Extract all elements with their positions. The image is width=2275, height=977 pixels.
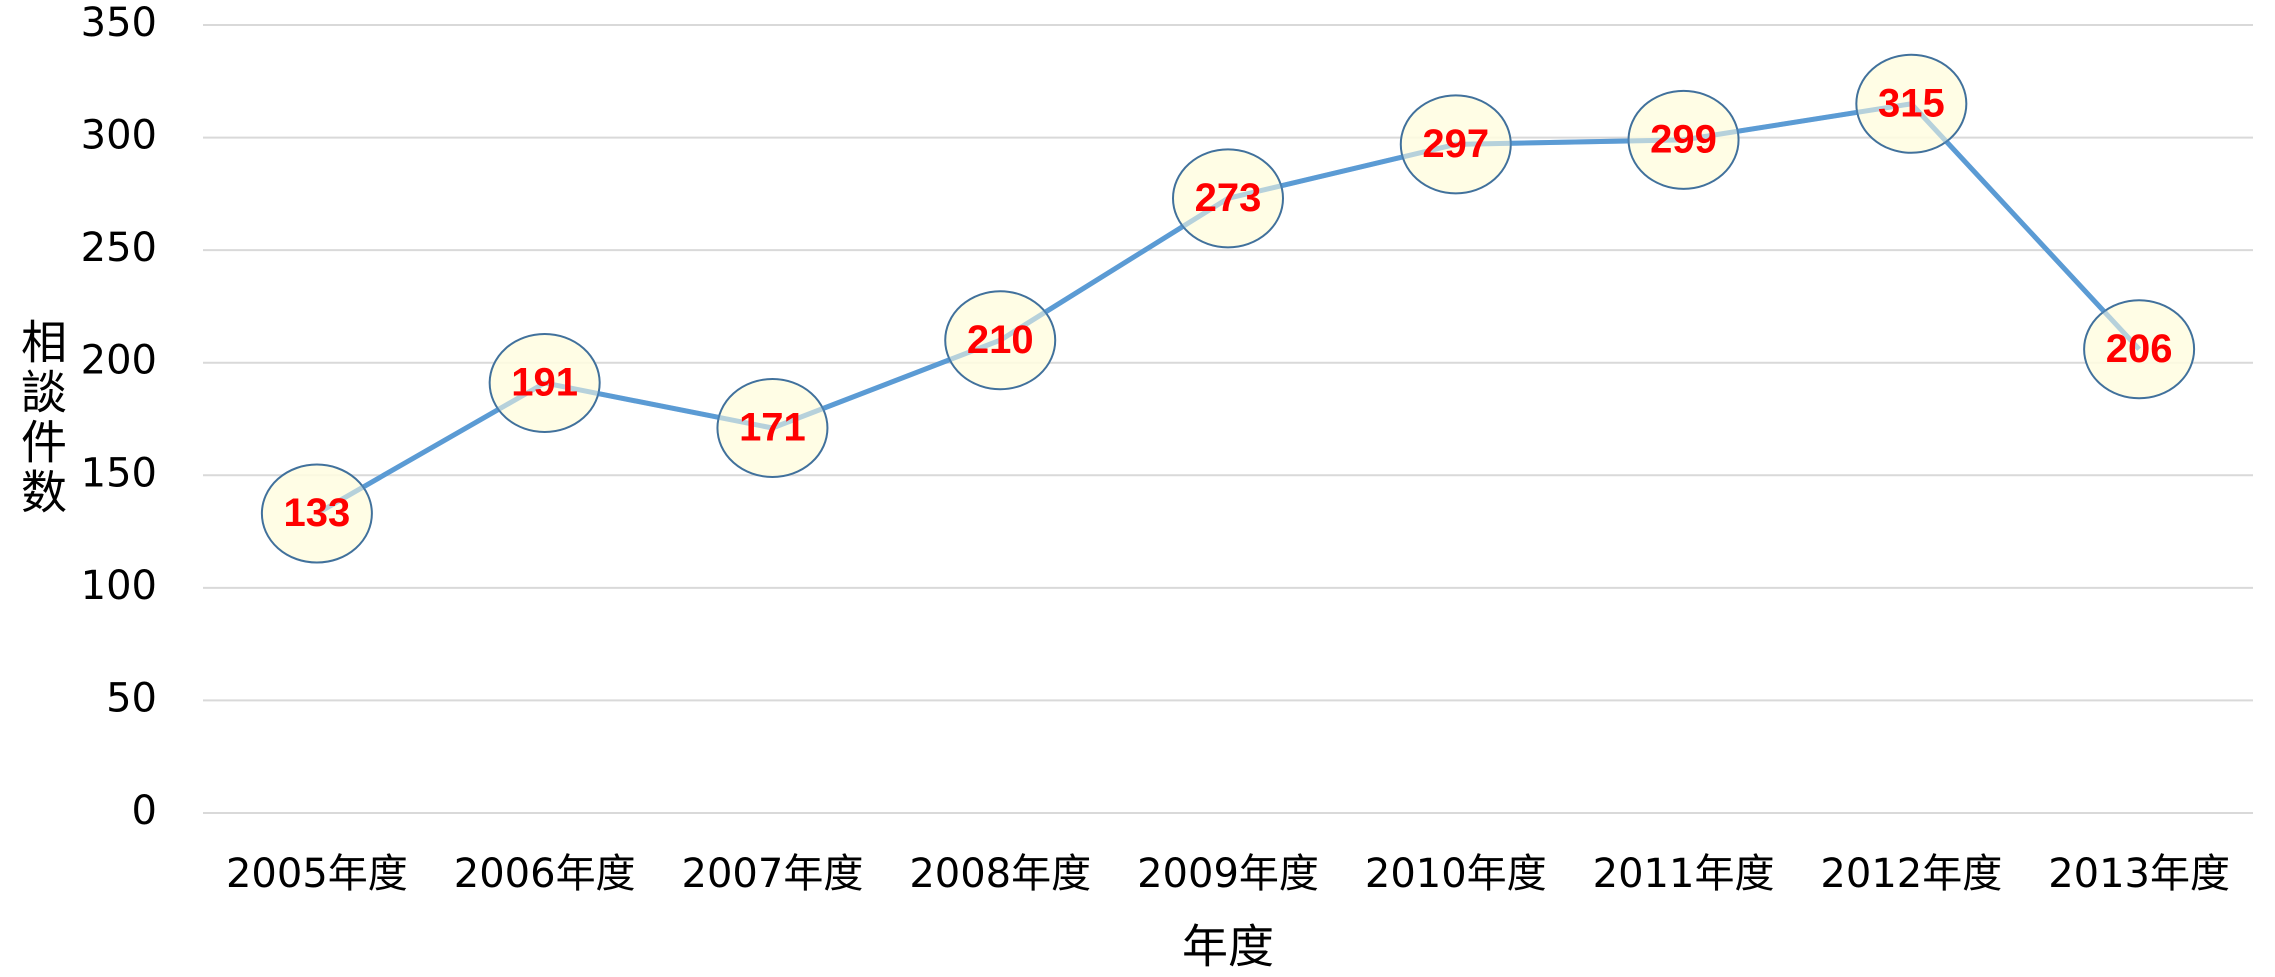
x-tick-label: 2009年度: [1137, 851, 1319, 897]
data-label: 297: [1422, 122, 1489, 166]
y-tick-label: 0: [132, 788, 157, 834]
data-label: 191: [511, 361, 578, 405]
y-tick-label: 250: [81, 225, 157, 271]
x-tick-label: 2011年度: [1593, 851, 1775, 897]
y-tick-label: 100: [81, 563, 157, 609]
marker: [716, 378, 829, 479]
data-label: 210: [967, 318, 1034, 362]
x-tick-label: 2012年度: [1820, 851, 2002, 897]
y-tick-label: 150: [81, 450, 157, 496]
data-label: 206: [2106, 327, 2173, 371]
x-tick-label: 2007年度: [682, 851, 864, 897]
y-tick-label: 300: [81, 113, 157, 159]
marker: [1855, 53, 1968, 154]
y-tick-label: 50: [106, 675, 157, 721]
y-tick-label: 350: [81, 0, 157, 46]
marker: [1172, 148, 1284, 249]
y-tick-label: 200: [81, 338, 157, 384]
marker: [2083, 299, 2196, 400]
line-overlay: [315, 101, 2141, 516]
marker: [1627, 89, 1740, 190]
marker: [260, 463, 373, 564]
x-tick-label: 2006年度: [454, 851, 636, 897]
marker: [488, 332, 601, 433]
x-tick-label: 2013年度: [2048, 851, 2230, 897]
data-label: 171: [739, 406, 806, 450]
data-label: 299: [1650, 117, 1717, 161]
marker: [1399, 94, 1512, 195]
marker: [944, 290, 1057, 391]
x-tick-label: 2005年度: [226, 851, 408, 897]
x-tick-label: 2010年度: [1365, 851, 1547, 897]
x-tick-label: 2008年度: [909, 851, 1091, 897]
y-axis-title: 相談件数: [14, 318, 68, 518]
data-label: 315: [1878, 81, 1945, 125]
data-label: 273: [1195, 176, 1262, 220]
x-axis-title: 年度: [1182, 920, 1274, 974]
data-label: 133: [284, 491, 351, 535]
